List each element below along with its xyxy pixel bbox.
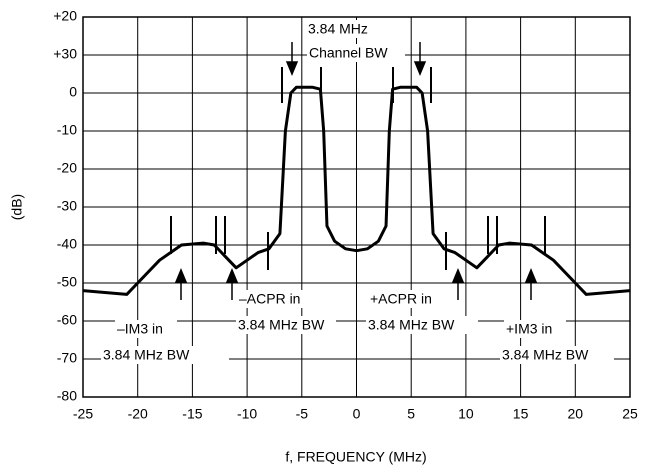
annotation: 3.84 MHz BW — [103, 347, 190, 363]
curve — [82, 85, 631, 296]
x-tick-label: -15 — [182, 406, 202, 422]
x-tick-label: 25 — [622, 406, 638, 422]
annotation: +ACPR in — [370, 291, 432, 307]
annotation: +IM3 in — [506, 321, 552, 337]
markers — [170, 67, 546, 270]
y-tick-label: -60 — [57, 312, 77, 328]
label-bg — [306, 20, 368, 38]
x-axis-label: f, FREQUENCY (MHz) — [285, 449, 426, 465]
y-tick-label: -20 — [57, 160, 77, 176]
annotation: 3.84 MHz BW — [502, 347, 589, 363]
x-tick-label: -25 — [73, 406, 93, 422]
x-tick-label: 15 — [513, 406, 529, 422]
label-bg — [500, 346, 614, 364]
x-tick-label: 20 — [568, 406, 584, 422]
y-tick-label: -70 — [57, 350, 77, 366]
annotation: 3.84 MHz — [308, 21, 368, 37]
y-tick-label: +20 — [53, 8, 77, 24]
label-bg — [368, 290, 454, 308]
annotation: –ACPR in — [239, 291, 300, 307]
curve-layer — [82, 85, 631, 296]
x-tick-label: -20 — [128, 406, 148, 422]
x-tick-label: -10 — [237, 406, 257, 422]
plot-frame — [82, 16, 631, 398]
label-bg — [115, 320, 177, 338]
annotation: Channel BW — [309, 45, 388, 61]
arrow-head — [413, 61, 427, 76]
arrows — [174, 42, 538, 300]
y-tick-label: -50 — [57, 274, 77, 290]
x-tick-label: 10 — [458, 406, 474, 422]
y-tick-label: 0 — [69, 84, 77, 100]
annotation: 3.84 MHz BW — [238, 317, 325, 333]
label-bg — [101, 346, 229, 364]
arrow-head — [451, 268, 465, 283]
x-tick-label: 5 — [407, 406, 415, 422]
annotation-layer: 3.84 MHz Channel BW –IM3 in 3.84 MHz BW … — [101, 20, 614, 364]
annotation: 3.84 MHz BW — [368, 317, 455, 333]
x-tick-label: 0 — [353, 406, 361, 422]
y-tick-label: +30 — [53, 46, 77, 62]
arrow-head — [285, 61, 299, 76]
y-tick-label: -30 — [57, 198, 77, 214]
label-bg — [307, 44, 405, 62]
arrow-head — [225, 268, 239, 283]
label-backgrounds — [101, 20, 614, 364]
arrow-head — [174, 268, 188, 283]
label-bg — [366, 316, 478, 334]
label-bg — [504, 320, 566, 338]
y-tick-label: -40 — [57, 236, 77, 252]
arrow-head — [524, 268, 538, 283]
label-bg — [236, 316, 336, 334]
x-tick-label: -5 — [296, 406, 309, 422]
label-bg — [237, 290, 323, 308]
y-axis-label: (dB) — [9, 194, 25, 220]
annotation: –IM3 in — [117, 321, 163, 337]
y-tick-label: -80 — [57, 388, 77, 404]
y-tick-label: -10 — [57, 122, 77, 138]
